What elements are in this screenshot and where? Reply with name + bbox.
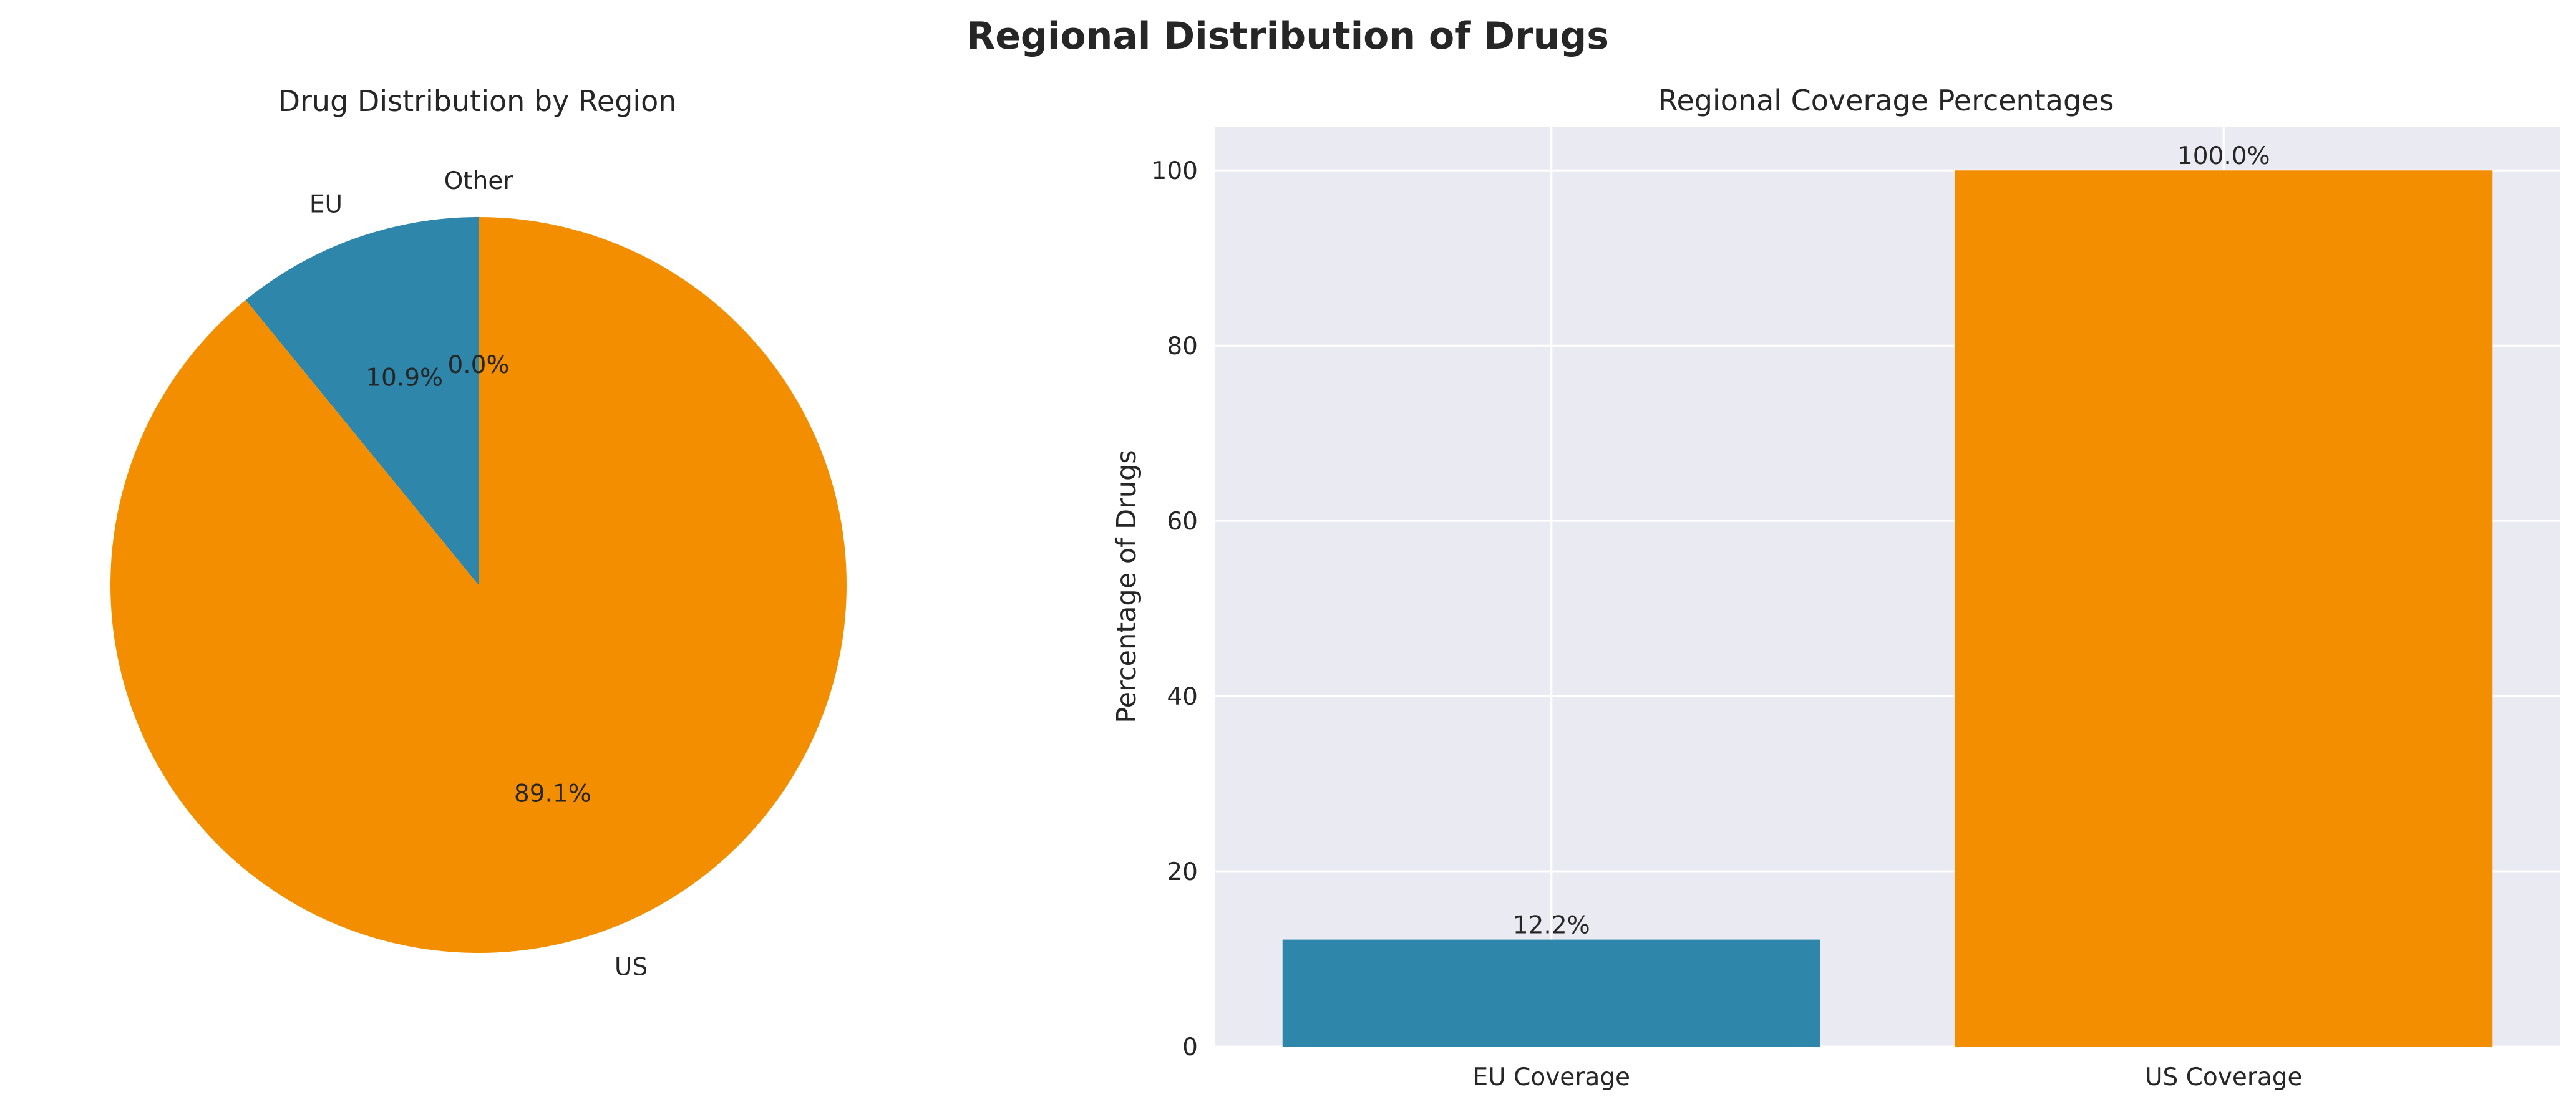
pie-pct-eu: 10.9% [366, 364, 443, 392]
y-tick-label: 80 [1167, 332, 1198, 360]
pie-chart: Drug Distribution by Region Other 0.0% EU 1… [110, 84, 847, 981]
bar-chart: Regional Coverage Percentages 12.2% 100.0… [1111, 84, 2560, 1091]
y-tick-label: 40 [1167, 683, 1198, 711]
y-tick-label: 0 [1182, 1033, 1198, 1061]
pie-label-other: Other [444, 167, 514, 195]
pie-pct-other: 0.0% [447, 351, 509, 379]
bar-chart-title: Regional Coverage Percentages [1658, 84, 2114, 117]
bar-value-label: 12.2% [1513, 912, 1590, 940]
pie-label-eu: EU [309, 191, 343, 219]
bar-value-label: 100.0% [2177, 142, 2270, 170]
y-tick-label: 60 [1167, 508, 1198, 536]
pie-slice-us [110, 217, 847, 954]
bar-us-coverage [1955, 170, 2493, 1047]
pie-pct-us: 89.1% [514, 780, 591, 808]
figure-title: Regional Distribution of Drugs [966, 14, 1609, 58]
pie-chart-title: Drug Distribution by Region [278, 84, 677, 118]
bar-eu-coverage [1282, 939, 1820, 1047]
y-tick-label: 20 [1167, 858, 1198, 886]
x-tick-label: US Coverage [2145, 1063, 2303, 1091]
y-axis-label: Percentage of Drugs [1111, 450, 1142, 723]
y-tick-label: 100 [1152, 157, 1198, 185]
pie-slice-eu [245, 217, 479, 585]
x-tick-label: EU Coverage [1473, 1063, 1630, 1091]
pie-label-us: US [615, 953, 648, 981]
